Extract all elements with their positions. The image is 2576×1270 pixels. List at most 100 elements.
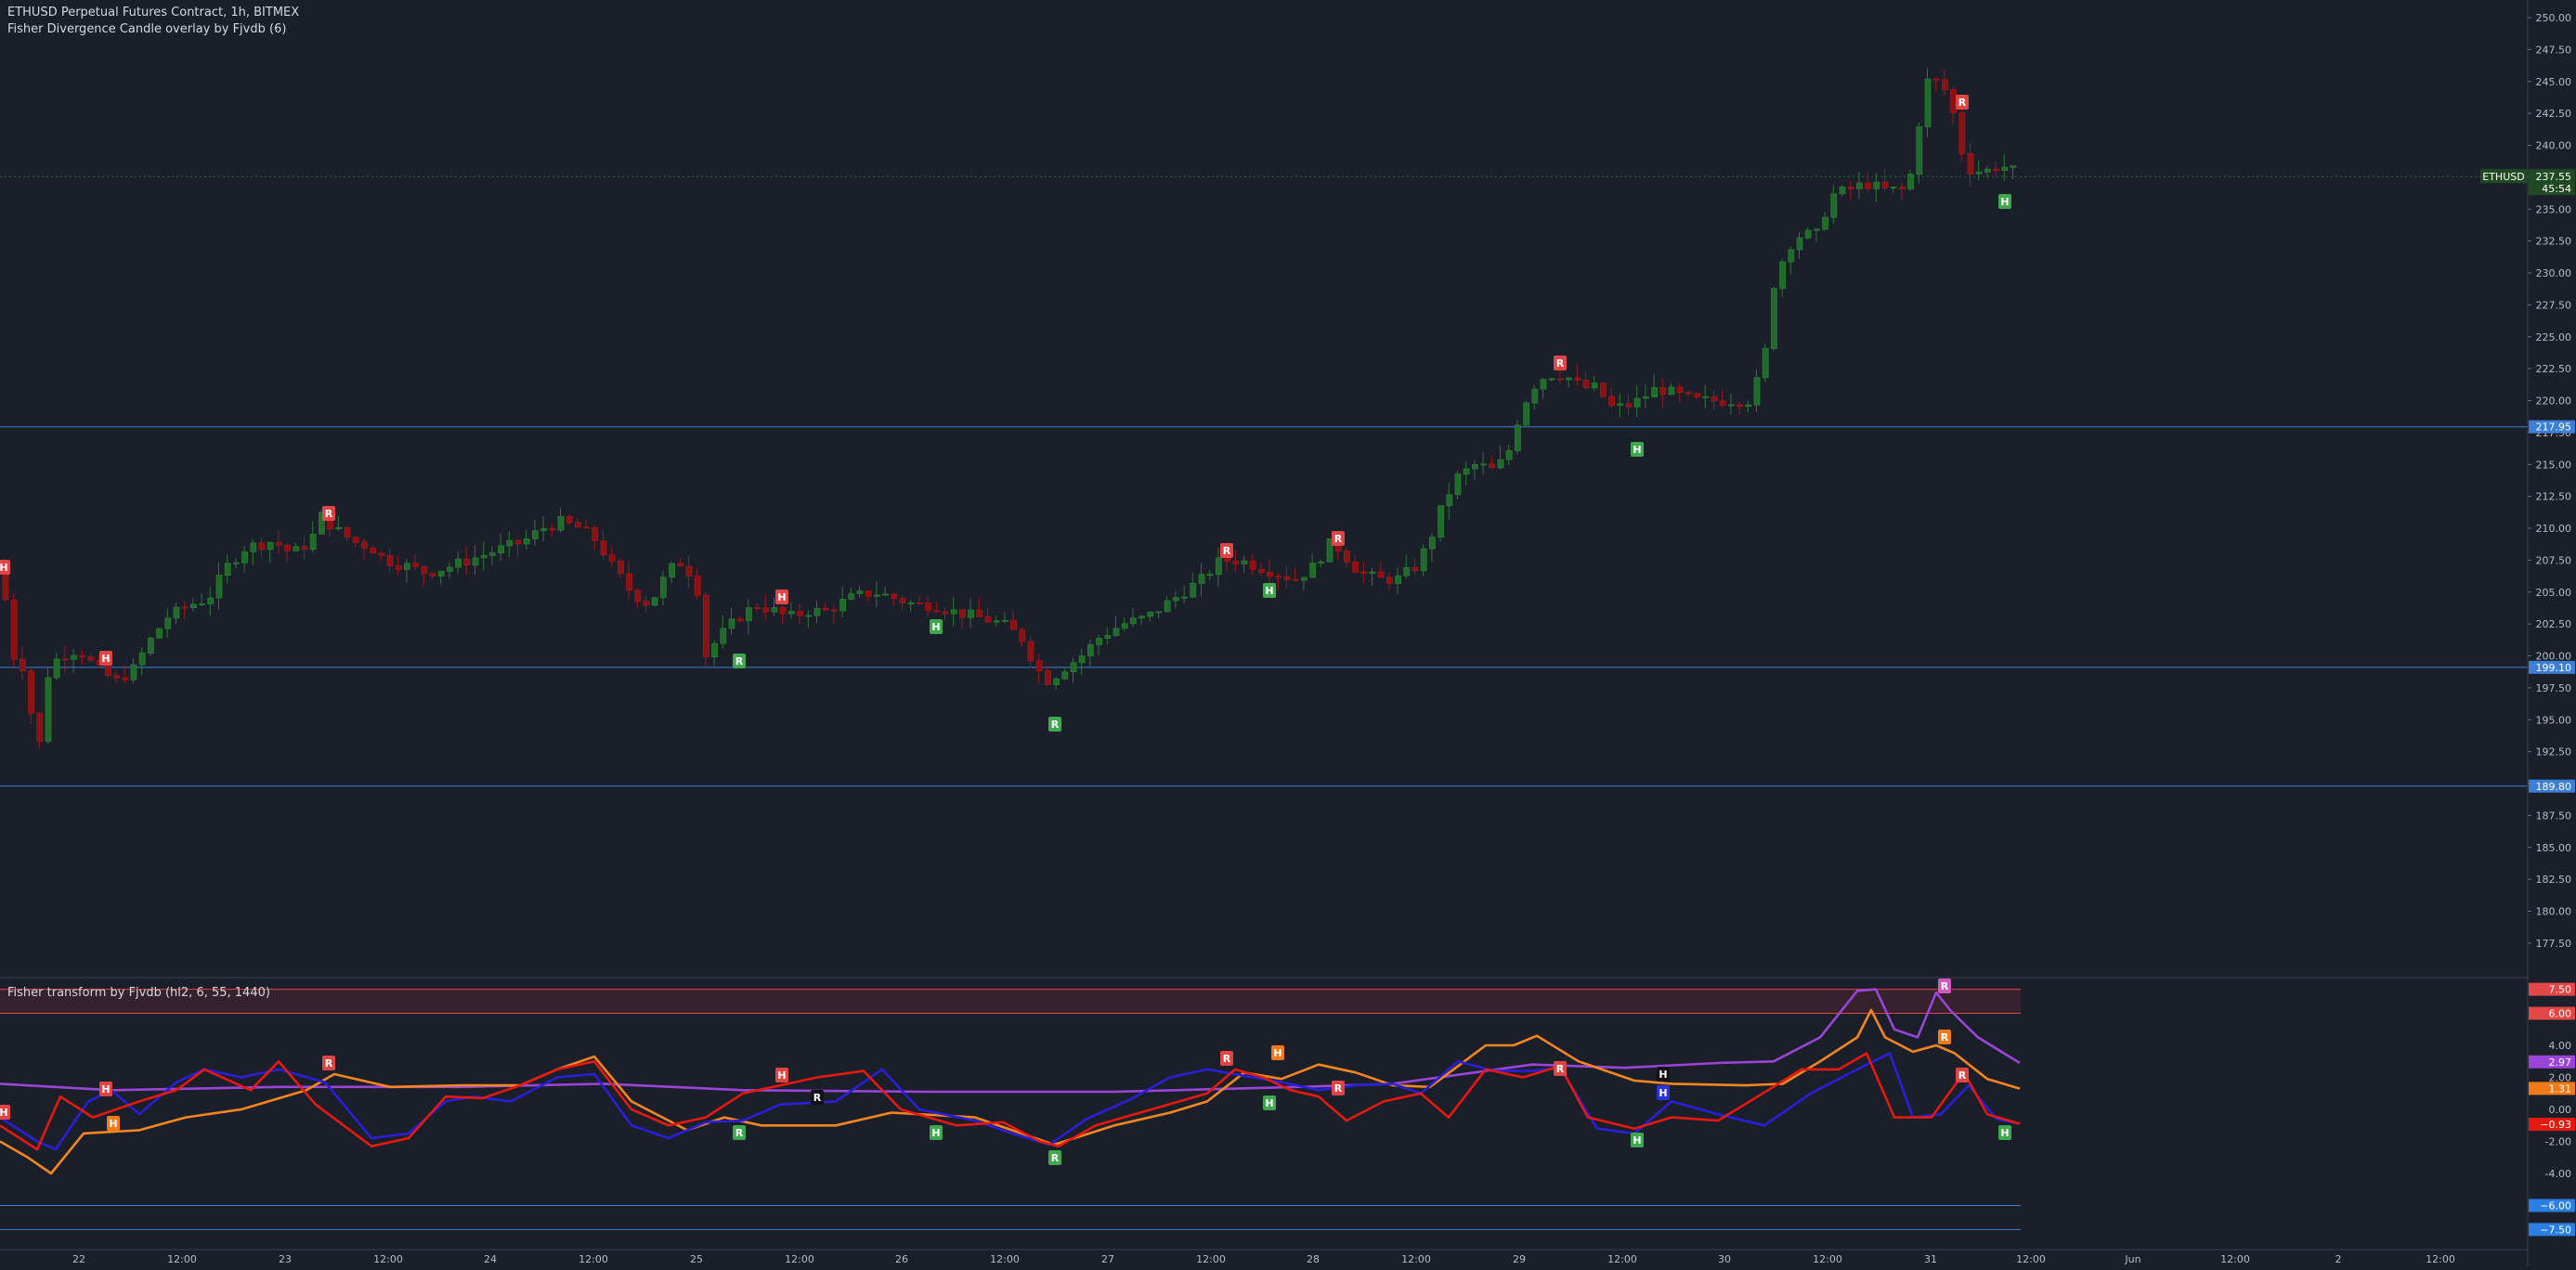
candle — [1899, 182, 1906, 201]
study-title[interactable]: Fisher Divergence Candle overlay by Fjvd… — [7, 22, 287, 36]
candle-body — [164, 617, 172, 629]
candle — [1241, 555, 1248, 573]
candle — [1087, 640, 1094, 667]
candle-body — [600, 540, 607, 556]
candle-body — [122, 677, 129, 680]
time-label[interactable]: 23 — [279, 1253, 292, 1265]
time-label[interactable]: 12:00 — [785, 1253, 814, 1265]
candle — [1771, 286, 1777, 352]
time-label[interactable]: 12:00 — [373, 1253, 403, 1265]
time-label[interactable]: Jun — [2124, 1253, 2140, 1265]
osc-tag-3: 2.97 — [2549, 1056, 2572, 1069]
time-label[interactable]: 12:00 — [1607, 1253, 1637, 1265]
time-label[interactable]: 12:00 — [1813, 1253, 1842, 1265]
candle — [1958, 102, 1966, 162]
candle-body — [1181, 596, 1188, 599]
candle — [1814, 227, 1820, 242]
candle-body — [813, 607, 821, 616]
candle — [284, 543, 292, 563]
price-signal-14-text: H — [2000, 196, 2009, 208]
price-tick-label: 215.00 — [2536, 459, 2572, 471]
candle — [1557, 370, 1564, 384]
time-label[interactable]: 12:00 — [167, 1253, 197, 1265]
fisher-trigger-line — [0, 1008, 2021, 1175]
osc-signal-2-text: H — [101, 1083, 110, 1095]
candle — [1907, 170, 1915, 191]
time-label[interactable]: 28 — [1307, 1253, 1320, 1265]
candle — [736, 616, 744, 623]
candle-body — [472, 557, 479, 566]
candle — [1574, 364, 1581, 386]
candle-body — [950, 609, 957, 615]
candle — [506, 531, 514, 558]
candle — [224, 554, 231, 583]
candle-body — [874, 594, 880, 597]
time-label[interactable]: 12:00 — [2016, 1253, 2046, 1265]
candle-body — [882, 593, 889, 596]
price-signal-11-box — [1554, 356, 1567, 370]
osc-signal-12-text: H — [1265, 1097, 1273, 1109]
time-label[interactable]: 12:00 — [1196, 1253, 1226, 1265]
time-label[interactable]: 12:00 — [2220, 1253, 2250, 1265]
level-tag-3-bg — [2529, 779, 2575, 793]
candle-body — [1061, 671, 1069, 680]
candle-body — [301, 546, 308, 551]
time-label[interactable]: 12:00 — [2426, 1253, 2455, 1265]
candle — [968, 598, 974, 629]
time-label[interactable]: 12:00 — [990, 1253, 1020, 1265]
candle-body — [45, 677, 52, 742]
oscillator-pane — [0, 988, 2021, 1230]
candle — [1121, 617, 1128, 632]
candle — [293, 542, 300, 551]
time-label[interactable]: 25 — [690, 1253, 703, 1265]
candle — [1847, 181, 1854, 201]
candle — [437, 570, 445, 585]
price-signal-3-box — [322, 506, 335, 521]
candle — [1633, 385, 1641, 418]
time-label[interactable]: 2 — [2335, 1253, 2342, 1265]
candle — [1002, 612, 1008, 623]
symbol-title[interactable]: ETHUSD Perpetual Futures Contract, 1h, B… — [7, 6, 300, 19]
time-label[interactable]: 24 — [484, 1253, 497, 1265]
candle-body — [1839, 187, 1846, 195]
osc-signal-21-text: H — [2000, 1127, 2009, 1139]
candle — [455, 551, 462, 574]
osc-signal-12-box — [1263, 1095, 1276, 1110]
candle-body — [1463, 468, 1470, 475]
candle — [147, 636, 154, 656]
candle-body — [1216, 557, 1222, 576]
time-label[interactable]: 12:00 — [579, 1253, 608, 1265]
time-label[interactable]: 30 — [1718, 1253, 1731, 1265]
candle — [1078, 648, 1086, 676]
price-tick-label: 235.00 — [2536, 203, 2572, 215]
candle-body — [1035, 660, 1043, 671]
candle — [1788, 246, 1795, 276]
candle-body — [147, 637, 154, 654]
time-label[interactable]: 22 — [72, 1253, 85, 1265]
time-label[interactable]: 29 — [1513, 1253, 1526, 1265]
candle-body — [335, 526, 343, 530]
time-label[interactable]: 27 — [1101, 1253, 1114, 1265]
candle-body — [1762, 348, 1769, 379]
candle-body — [1301, 577, 1308, 581]
time-axis[interactable]: 22 12:00 23 12:00 24 12:00 25 12:00 26 12:00 27 12:… — [72, 1253, 2455, 1265]
candle — [1719, 390, 1726, 408]
time-label[interactable]: 12:00 — [1401, 1253, 1431, 1265]
candle — [1472, 460, 1478, 481]
time-label[interactable]: 26 — [895, 1253, 908, 1265]
price-axis[interactable]: 250.00247.50245.00242.50240.00237.50235.… — [2480, 0, 2576, 1266]
candle-body — [1104, 635, 1112, 639]
oscillator-title[interactable]: Fisher transform by Fjvdb (hl2, 6, 55, 1… — [7, 986, 270, 1000]
candle — [1984, 165, 1991, 178]
candle — [1737, 401, 1743, 416]
time-label[interactable]: 31 — [1924, 1253, 1937, 1265]
candle — [643, 595, 650, 613]
osc-tag-1-bg — [2529, 982, 2575, 996]
candle — [797, 603, 803, 624]
candle — [1053, 677, 1060, 690]
candle — [1258, 562, 1265, 577]
candle — [865, 590, 872, 602]
candle — [1924, 68, 1932, 137]
